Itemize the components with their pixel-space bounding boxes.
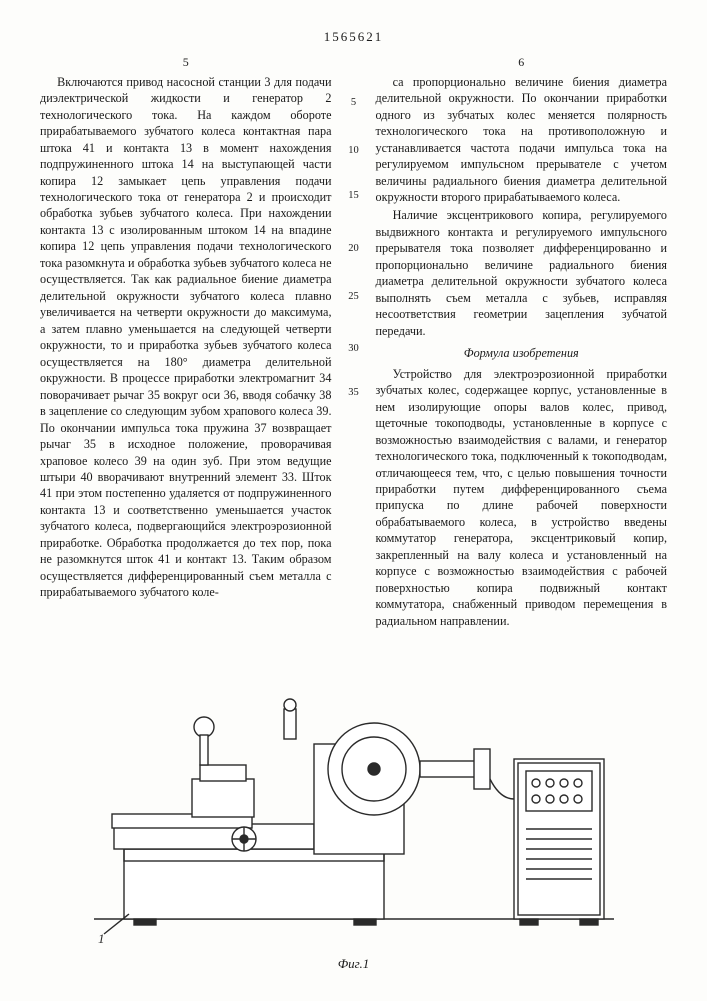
left-col-number: 5	[40, 54, 332, 70]
gutter-35: 35	[346, 386, 362, 400]
right-col-number: 6	[376, 54, 668, 70]
right-p2: Наличие эксцентрикового копира, регулиру…	[376, 207, 668, 339]
gutter-5: 5	[346, 96, 362, 110]
right-p1: са пропорционально величине биения диаме…	[376, 74, 668, 206]
right-p3: Устройство для электроэрозионной прирабо…	[376, 366, 668, 630]
line-number-gutter: 5 10 15 20 25 30 35	[346, 54, 362, 632]
right-column: 6 са пропорционально величине биения диа…	[376, 54, 668, 632]
figure-label-1: 1	[98, 931, 105, 946]
left-p1: Включаются привод насосной станции 3 для…	[40, 74, 332, 601]
gutter-10: 10	[346, 144, 362, 158]
figure-1: 1 Фиг.1	[40, 649, 667, 973]
gutter-25: 25	[346, 290, 362, 304]
gutter-30: 30	[346, 342, 362, 356]
gutter-20: 20	[346, 242, 362, 256]
left-column: 5 Включаются привод насосной станции 3 д…	[40, 54, 332, 632]
document-id: 1565621	[40, 28, 667, 46]
figure-1-caption: Фиг.1	[40, 955, 667, 973]
gutter-15: 15	[346, 189, 362, 203]
text-columns: 5 Включаются привод насосной станции 3 д…	[40, 54, 667, 632]
claims-title: Формула изобретения	[376, 345, 668, 361]
figure-1-drawing: 1	[74, 649, 634, 949]
